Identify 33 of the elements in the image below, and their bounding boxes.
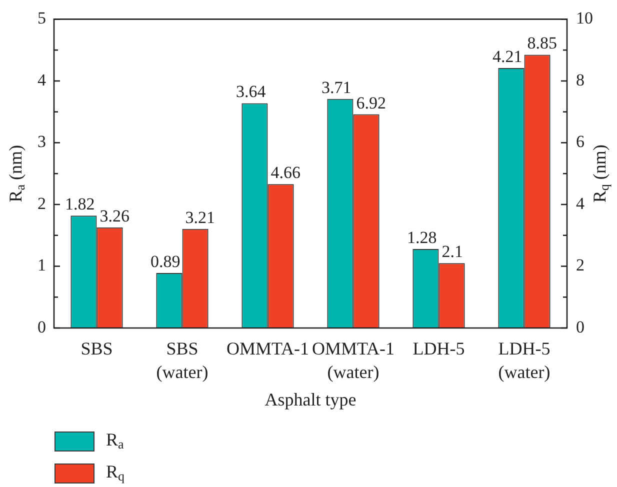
data-label: 8.85	[527, 34, 557, 53]
x-axis-title: Asphalt type	[264, 390, 356, 410]
x-tick-label: SBS (water)	[156, 338, 208, 382]
data-label: 3.71	[322, 78, 352, 97]
y-axis-title: Ra (nm)	[6, 144, 28, 202]
x-tick-label: OMMTA-1 (water)	[312, 338, 395, 382]
x-tick-label: LDH-5 (water)	[498, 338, 550, 382]
y-tick-label: 2	[38, 194, 46, 213]
y-tick-label: 3	[38, 132, 46, 152]
x-tick-label: SBS	[80, 338, 113, 358]
data-label: 1.28	[407, 228, 437, 247]
y2-tick-label: 6	[576, 132, 584, 152]
data-label: 3.64	[236, 82, 266, 102]
x-tick-label: LDH-5	[412, 338, 465, 358]
y-tick-label: 5	[38, 8, 46, 28]
data-label: 0.89	[150, 252, 180, 271]
y-tick-label: 0	[38, 317, 46, 336]
data-label: 1.82	[65, 194, 95, 214]
data-label: 6.92	[356, 93, 386, 112]
y2-tick-label: 8	[576, 70, 584, 90]
data-label: 4.66	[270, 163, 300, 182]
x-tick-label: OMMTA-1	[226, 338, 310, 358]
y2-axis-title: Rq (nm)	[590, 144, 612, 203]
y2-tick-label: 4	[576, 194, 585, 213]
y-tick-label: 4	[38, 70, 46, 90]
data-label: 3.26	[100, 206, 130, 226]
y2-tick-label: 0	[576, 317, 584, 336]
y2-tick-label: 2	[576, 256, 584, 275]
data-label: 2.1	[442, 242, 463, 262]
data-label: 3.21	[185, 208, 215, 227]
y2-tick-label: 10	[576, 8, 593, 28]
y-tick-label: 1	[38, 256, 46, 275]
data-label: 4.21	[492, 46, 522, 66]
